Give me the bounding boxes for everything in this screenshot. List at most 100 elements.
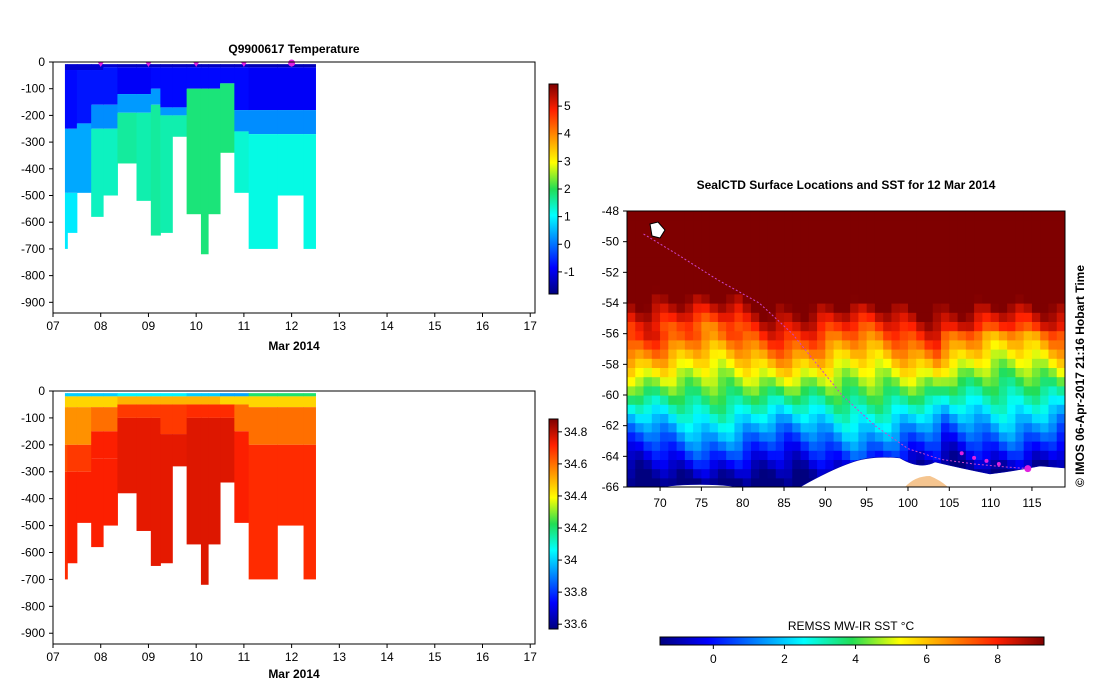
sst-cell [643, 404, 653, 414]
profile-cell-6-3 [136, 417, 152, 531]
sst-cell [726, 450, 736, 460]
sst-cell [1031, 413, 1041, 424]
sst-cell [734, 229, 744, 240]
sst-cell [1007, 275, 1017, 286]
sst-cell [701, 339, 711, 350]
profile-cell-16-2 [277, 407, 305, 445]
sst-cell [635, 330, 645, 341]
sst-cell [990, 431, 1000, 442]
sst-cell [965, 385, 975, 396]
profile-cell-1-2 [67, 128, 78, 193]
sst-cell [701, 238, 711, 249]
sst-cell [1048, 312, 1058, 322]
sst-cell [775, 477, 785, 487]
sst-cell [693, 330, 702, 341]
sst-cell [750, 358, 760, 368]
sst-cell [684, 441, 694, 451]
sst-cell [825, 275, 835, 286]
sst-cell [866, 247, 876, 258]
sst-cell [825, 339, 835, 350]
sst-cell [792, 293, 802, 304]
sst-cell [990, 339, 1000, 350]
sst-cell [825, 266, 835, 276]
sst-cell [841, 211, 851, 221]
sst-cell [775, 431, 785, 442]
sst-cell [899, 422, 909, 433]
sst-cell [990, 275, 1000, 286]
sst-cell [775, 303, 785, 313]
sst-cell [775, 441, 785, 451]
sst-cell [1031, 367, 1041, 378]
sst-cell [891, 257, 901, 267]
sst-cell [1031, 349, 1041, 359]
sst-cell [907, 312, 917, 322]
sst-cell [891, 312, 901, 322]
sst-cell [726, 477, 736, 487]
sst-cell [883, 238, 893, 249]
sst-cell [1015, 459, 1025, 470]
sst-cell [1048, 211, 1058, 221]
sst-cell [907, 266, 917, 276]
sst-cell [841, 376, 851, 387]
sst-cell [841, 441, 851, 451]
profile-cell-3-3 [91, 128, 104, 217]
sst-cell [750, 330, 760, 341]
sst-cell [651, 339, 661, 350]
sst-cell [635, 303, 645, 313]
sst-cell [660, 266, 669, 276]
sst-cell [1015, 303, 1025, 313]
map-side-note: © IMOS 06-Apr-2017 21:16 Hobart Time [1073, 265, 1087, 487]
sst-cell [932, 431, 942, 442]
sst-cell [907, 293, 917, 304]
sst-cell [833, 293, 843, 304]
sst-cell [717, 211, 727, 221]
sst-cell [651, 376, 661, 387]
profile-cell-13-1 [220, 67, 235, 84]
sst-cell [899, 395, 909, 405]
y-tick-label: -100 [21, 411, 45, 425]
sst-cell [709, 312, 719, 322]
sst-colorbar-tick-label: 6 [923, 652, 930, 666]
profile-cell-2-1 [76, 396, 92, 408]
y-tick-label: -600 [21, 215, 45, 229]
y-tick-label: -100 [21, 82, 45, 96]
profile-cell-16-1 [277, 396, 305, 408]
x-tick-label: 14 [380, 650, 394, 664]
sst-cell [627, 395, 636, 405]
sst-cell [932, 385, 942, 396]
sst-cell [841, 303, 851, 313]
sst-cell [841, 275, 851, 286]
sst-cell [643, 468, 653, 479]
sst-cell [858, 303, 868, 313]
sst-cell [808, 339, 818, 350]
sst-cell [1015, 321, 1025, 332]
sst-cell [643, 303, 653, 313]
sst-cell [982, 303, 992, 313]
sst-cell [635, 349, 645, 359]
sst-cell [676, 413, 686, 424]
salinity-colorbar [548, 418, 559, 630]
sst-cell [817, 349, 826, 359]
sst-cell [982, 395, 992, 405]
sst-cell [841, 330, 851, 341]
sst-cell [693, 404, 702, 414]
sst-cell [676, 211, 686, 221]
sst-cell [668, 385, 678, 396]
sst-cell [998, 358, 1008, 368]
sst-cell [965, 450, 975, 460]
sst-cell [701, 441, 711, 451]
sst-cell [709, 367, 719, 378]
profile-marker [193, 62, 200, 67]
sst-cell [775, 321, 785, 332]
profile-cell-0-3 [64, 444, 68, 472]
sst-cell [635, 257, 645, 267]
sst-cell [965, 321, 975, 332]
sst-cell [965, 247, 975, 258]
sst-cell [800, 229, 810, 240]
profile-cell-2-4 [76, 471, 92, 523]
sst-cell [701, 312, 711, 322]
sst-cell [651, 468, 661, 479]
sst-cell [792, 441, 802, 451]
sst-cell [701, 247, 711, 258]
sst-cell [759, 477, 769, 487]
